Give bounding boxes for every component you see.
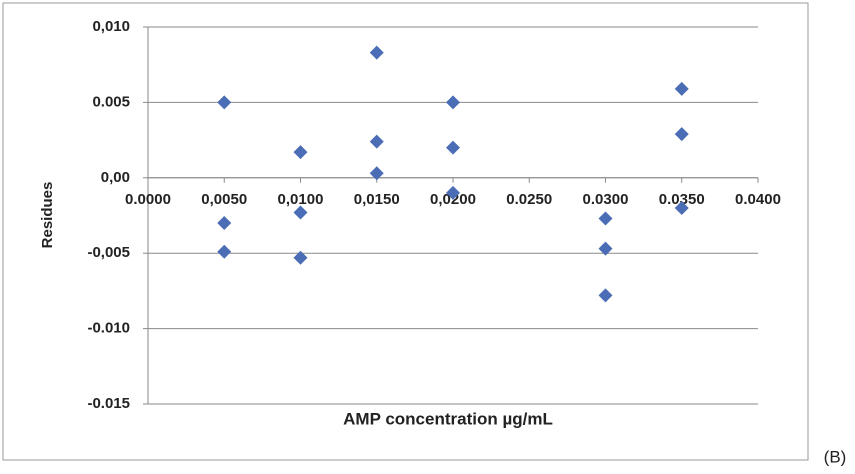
point bbox=[293, 145, 308, 160]
point bbox=[369, 166, 384, 181]
x-tick-label: 0.0300 bbox=[583, 191, 629, 208]
x-tick-label: 0,0100 bbox=[278, 191, 324, 208]
x-tick-label: 0,0150 bbox=[354, 191, 400, 208]
x-tick-label: 0.0250 bbox=[506, 191, 552, 208]
point bbox=[598, 211, 613, 226]
point bbox=[598, 288, 613, 303]
point bbox=[217, 216, 232, 231]
point bbox=[446, 95, 460, 110]
annotation: (B) bbox=[824, 447, 847, 466]
y-tick-label: -0,005 bbox=[87, 244, 130, 261]
point bbox=[674, 200, 689, 215]
x-axis-label: AMP concentration µg/mL bbox=[343, 409, 553, 428]
y-tick-label: 0,010 bbox=[92, 18, 130, 35]
point bbox=[217, 95, 232, 110]
point bbox=[674, 81, 689, 96]
y-tick-label: -0.010 bbox=[87, 320, 130, 337]
x-tick-label: 0,0050 bbox=[201, 191, 247, 208]
point bbox=[674, 127, 689, 142]
y-tick-label: -0.015 bbox=[87, 395, 130, 412]
x-tick-label: 0.0400 bbox=[735, 191, 781, 208]
x-tick-label: 0.0350 bbox=[659, 191, 705, 208]
y-axis-label: Residues bbox=[39, 182, 56, 249]
y-tick-label: 0.005 bbox=[92, 93, 130, 110]
point bbox=[369, 45, 384, 60]
y-tick-label: 0,00 bbox=[101, 169, 130, 186]
point bbox=[293, 205, 308, 220]
point bbox=[446, 140, 460, 155]
chart-border bbox=[2, 2, 809, 461]
point bbox=[446, 185, 460, 200]
point bbox=[598, 241, 613, 256]
x-tick-label: 0.0000 bbox=[125, 191, 171, 208]
point bbox=[217, 244, 232, 259]
point bbox=[369, 134, 384, 149]
point bbox=[293, 250, 308, 265]
